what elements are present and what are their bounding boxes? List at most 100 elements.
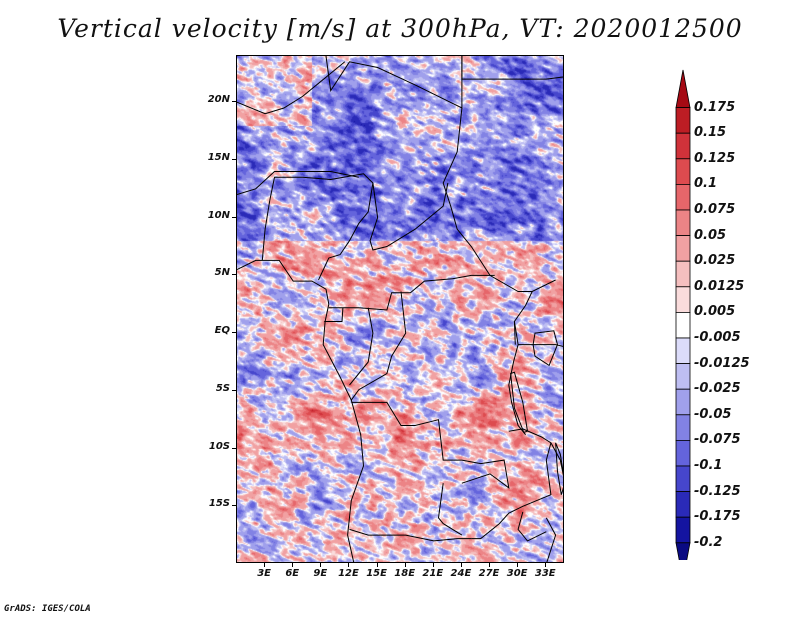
border-line [328,274,495,311]
colorbar-segment [675,158,691,185]
colorbar-label: 0.025 [694,253,736,269]
border-line [513,291,533,345]
lake-outline [510,371,529,434]
lat-label: 15S [208,498,230,510]
border-line [269,173,449,251]
border-line [518,344,563,347]
colorbar-label: -0.2 [694,534,723,550]
lon-tick [460,563,462,567]
colorbar-segment [675,337,691,365]
lon-tick [432,563,434,567]
colorbar-segment [675,286,691,313]
lat-label: 10S [208,440,230,452]
lon-tick [292,563,294,567]
lon-tick [320,563,322,567]
grads-credit: GrADS: IGES/COLA [4,604,91,614]
colorbar-label: 0.005 [694,304,736,320]
colorbar-segment [675,542,691,560]
colorbar [675,69,691,560]
colorbar-segment [675,414,691,441]
border-line [545,517,557,562]
colorbar-label: -0.1 [694,458,723,473]
lon-label: 33E [534,568,556,579]
lat-tick [232,389,236,391]
lat-tick [232,505,236,507]
colorbar-label: 0.125 [694,150,736,166]
colorbar-label: -0.0125 [694,355,750,371]
border-line [318,182,374,281]
border-line [471,428,552,540]
lon-label: 30E [506,568,528,579]
lat-label: 5N [214,267,230,279]
lon-label: 21E [422,568,444,579]
colorbar-label: 0.15 [694,125,727,141]
lat-tick [232,447,236,449]
colorbar-label: 0.075 [694,202,736,217]
colorbar-label: -0.075 [694,432,741,448]
chart-title: Vertical velocity [m/s] at 300hPa, VT: 2… [57,14,743,43]
lat-tick [232,158,236,160]
border-line [325,56,463,109]
lat-label: 15N [207,151,230,163]
lon-label: 24E [450,568,472,579]
lon-label: 3E [257,568,271,579]
lon-tick [545,563,547,567]
colorbar-segment [675,465,691,493]
lat-tick [232,216,236,218]
lat-tick [232,332,236,334]
vertical-velocity-field [237,56,563,562]
colorbar-label: 0.175 [694,99,736,115]
colorbar-label: -0.175 [694,509,741,525]
lon-label: 12E [338,568,359,579]
lat-label: 20N [207,94,230,106]
colorbar-label: -0.05 [694,406,732,422]
lon-tick [264,563,266,567]
lon-label: 6E [285,568,300,579]
country-borders [237,56,563,562]
colorbar-segment [675,132,691,160]
border-line [237,171,359,195]
lat-tick [232,101,236,103]
border-line [237,61,346,115]
colorbar-segment [675,311,691,339]
colorbar-segment [675,69,691,108]
border-line [350,291,407,401]
map-panel [236,55,564,563]
border-line [261,200,271,261]
lat-tick [232,274,236,276]
colorbar-label: -0.125 [694,483,741,499]
border-line [349,528,472,542]
border-line [349,307,374,386]
colorbar-segment [675,516,691,544]
lon-tick [348,563,350,567]
lon-tick [517,563,519,567]
colorbar-label: -0.025 [694,381,741,397]
border-line [461,56,563,80]
border-line [324,307,344,322]
border-line [508,344,526,436]
colorbar-label: 0.05 [694,227,727,243]
border-line [517,511,547,542]
border-line [442,107,556,292]
colorbar-label: 0.1 [694,176,718,192]
colorbar-segment [675,491,691,518]
colorbar-segment [675,107,691,134]
border-line [437,483,463,536]
border-line [351,401,510,489]
colorbar-label: -0.005 [694,330,741,345]
lake-outline [555,442,563,495]
colorbar-segment [675,184,691,211]
colorbar-segment [675,260,691,288]
colorbar-label: 0.0125 [694,278,745,294]
lat-label: 10N [207,209,230,221]
lon-label: 15E [366,568,387,579]
colorbar-segment [675,209,691,237]
lon-label: 18E [394,568,416,579]
colorbar-segment [675,439,691,467]
lake-outline [532,330,559,367]
lat-label: 5S [215,382,230,394]
border-line [550,442,563,476]
lon-tick [404,563,406,567]
lat-label: EQ [214,325,230,337]
colorbar-segment [675,235,691,262]
